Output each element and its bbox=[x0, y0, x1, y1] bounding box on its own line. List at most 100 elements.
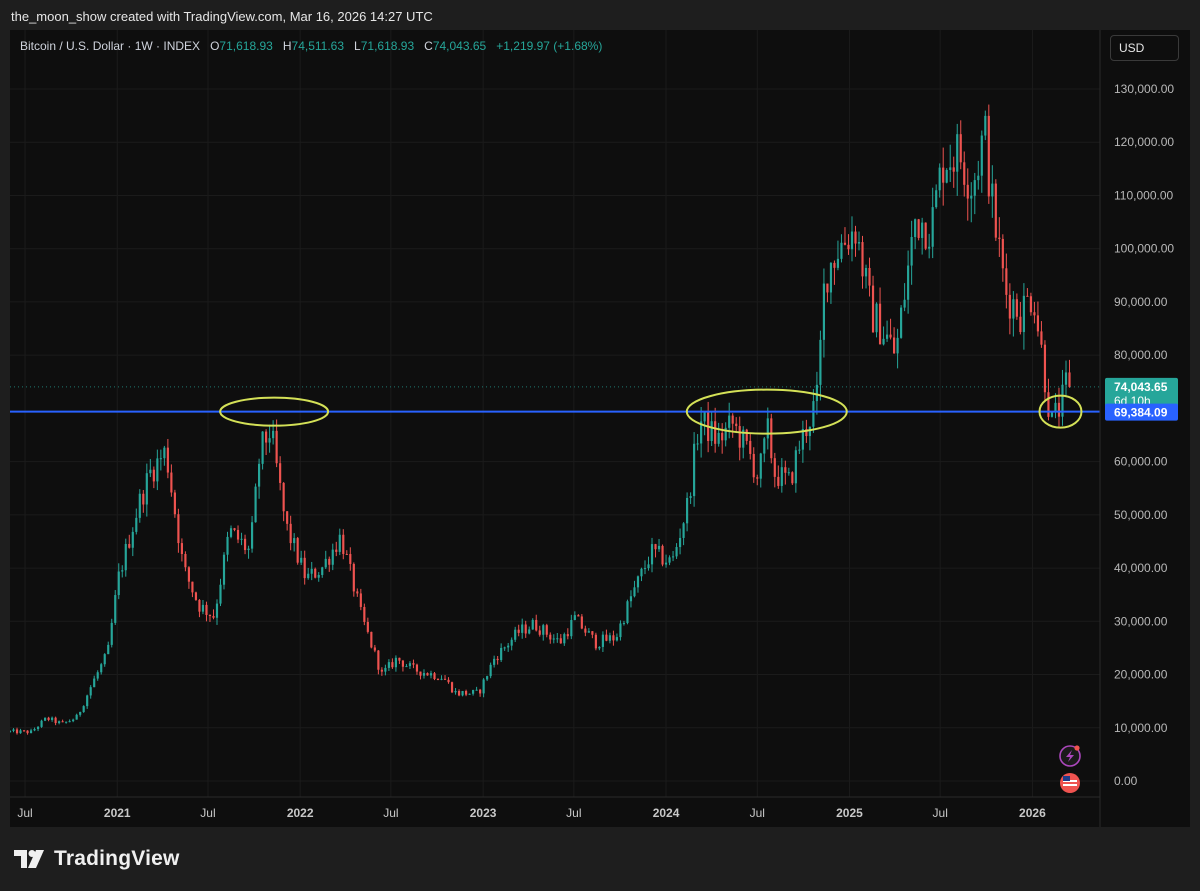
candle bbox=[426, 672, 429, 676]
candle-body bbox=[384, 667, 387, 672]
candle bbox=[89, 685, 92, 699]
us-flag-icon[interactable] bbox=[1060, 773, 1080, 793]
candle-body bbox=[500, 647, 503, 661]
candle bbox=[914, 218, 917, 250]
candle-body bbox=[900, 307, 903, 338]
candle bbox=[26, 730, 29, 735]
candle bbox=[359, 588, 362, 611]
lightning-icon[interactable] bbox=[1059, 745, 1081, 767]
candle bbox=[970, 182, 973, 223]
candle bbox=[710, 411, 713, 447]
candle bbox=[875, 302, 878, 338]
x-tick-label: Jul bbox=[200, 806, 215, 820]
candle-body bbox=[166, 447, 169, 473]
candle-body bbox=[22, 730, 26, 732]
candle-body bbox=[156, 458, 159, 482]
candle-body bbox=[152, 469, 155, 482]
candle-body bbox=[724, 427, 727, 441]
candle bbox=[51, 716, 54, 722]
candle bbox=[212, 609, 215, 620]
candle-body bbox=[303, 557, 306, 579]
candle bbox=[282, 482, 285, 522]
candle bbox=[135, 508, 138, 535]
candle bbox=[1061, 369, 1064, 426]
candle bbox=[745, 428, 748, 445]
candle bbox=[819, 330, 822, 401]
candle bbox=[163, 445, 166, 466]
candle bbox=[443, 675, 447, 681]
candle bbox=[633, 580, 636, 598]
candle-body bbox=[861, 242, 864, 277]
x-tick-label: Jul bbox=[750, 806, 765, 820]
candle bbox=[615, 633, 619, 642]
candle-body bbox=[570, 620, 573, 637]
candle bbox=[703, 411, 706, 436]
candle bbox=[180, 538, 183, 562]
candle-body bbox=[194, 592, 198, 600]
candle-body bbox=[759, 453, 762, 479]
candle bbox=[36, 726, 40, 732]
y-tick-label: 90,000.00 bbox=[1114, 295, 1168, 309]
candle-body bbox=[307, 573, 310, 579]
tradingview-logo[interactable]: TradingView bbox=[14, 847, 180, 871]
x-tick-label: 2024 bbox=[653, 806, 680, 820]
candle-body bbox=[387, 662, 390, 668]
high-label: H bbox=[282, 39, 292, 53]
candle bbox=[187, 566, 191, 589]
candle bbox=[447, 677, 450, 684]
candle bbox=[233, 527, 236, 532]
candle bbox=[279, 456, 282, 491]
candle-body bbox=[184, 554, 187, 568]
candle bbox=[987, 104, 990, 204]
candle-body bbox=[79, 712, 82, 715]
x-tick-label: Jul bbox=[17, 806, 32, 820]
candle-body bbox=[68, 721, 71, 723]
candle-body bbox=[117, 571, 120, 596]
candle-body bbox=[777, 476, 780, 486]
candle-body bbox=[75, 714, 78, 720]
candle bbox=[910, 220, 913, 285]
candle-body bbox=[840, 242, 843, 259]
price-chart[interactable]: 130,000.00 120,000.00 110,000.00 100,000.00… bbox=[10, 30, 1190, 827]
candle bbox=[338, 528, 341, 556]
candle-body bbox=[450, 682, 454, 693]
candle bbox=[75, 713, 78, 720]
candle bbox=[159, 449, 162, 471]
candle bbox=[717, 422, 720, 447]
candle bbox=[1008, 283, 1011, 335]
candle bbox=[503, 646, 506, 651]
candle bbox=[387, 659, 390, 671]
candle-body bbox=[928, 246, 931, 249]
candle bbox=[647, 556, 650, 571]
candle-body bbox=[907, 265, 910, 300]
candle-body bbox=[794, 450, 797, 484]
candle bbox=[591, 631, 594, 639]
candle-body bbox=[819, 339, 822, 385]
candle bbox=[43, 717, 47, 722]
candle-body bbox=[335, 549, 338, 552]
candle-body bbox=[1036, 315, 1040, 332]
candle bbox=[296, 536, 299, 565]
candle bbox=[152, 466, 155, 489]
candle-body bbox=[952, 167, 955, 172]
candle-body bbox=[398, 657, 401, 661]
chart-panel[interactable]: 130,000.00 120,000.00 110,000.00 100,000.00… bbox=[10, 30, 1190, 827]
candle bbox=[917, 218, 920, 241]
candle bbox=[538, 625, 541, 637]
candle-body bbox=[236, 529, 240, 540]
candle-body bbox=[991, 183, 994, 197]
candle-body bbox=[935, 190, 938, 208]
candle-body bbox=[173, 492, 176, 515]
candle-body bbox=[426, 673, 429, 676]
candle bbox=[514, 626, 517, 643]
candle-body bbox=[829, 262, 833, 293]
candle-body bbox=[33, 729, 36, 731]
candle-body bbox=[587, 631, 590, 633]
candle-body bbox=[773, 458, 776, 477]
candle bbox=[598, 646, 601, 651]
candle bbox=[170, 464, 173, 497]
candle-body bbox=[857, 242, 861, 244]
candle bbox=[303, 550, 306, 585]
candle bbox=[829, 262, 833, 304]
currency-button[interactable]: USD bbox=[1110, 35, 1179, 61]
